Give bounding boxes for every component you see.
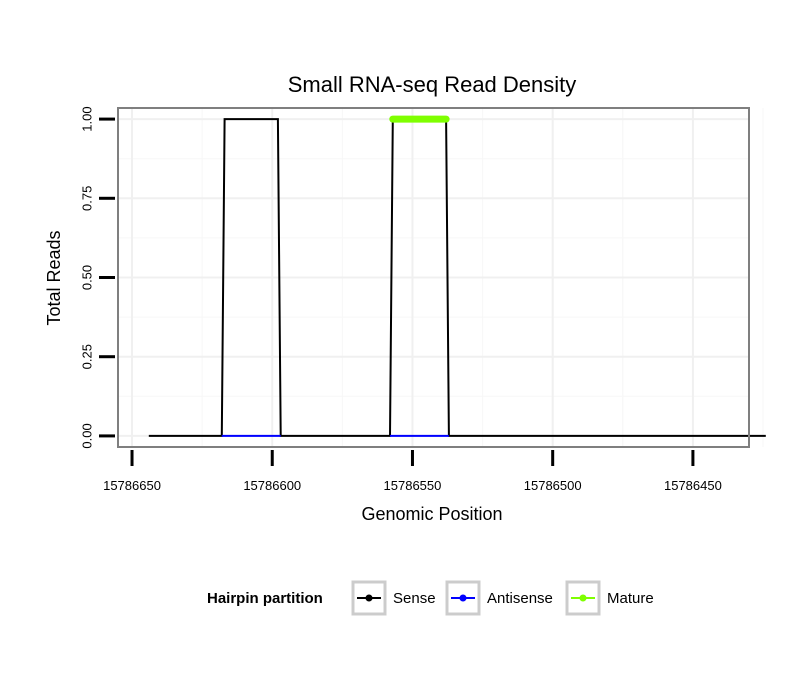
- x-tick-label: 15786450: [664, 478, 722, 493]
- legend-item-sense: Sense: [351, 580, 436, 616]
- x-axis-title: Genomic Position: [361, 504, 502, 524]
- legend-key-point: [459, 594, 467, 602]
- y-tick-label: 0.00: [79, 423, 94, 448]
- legend-item-mature: Mature: [565, 580, 654, 616]
- legend: Hairpin partition Sense Antisense Mature: [207, 580, 654, 616]
- legend-key-point: [365, 594, 373, 602]
- x-tick-label: 15786600: [243, 478, 301, 493]
- plot-panel: [117, 107, 766, 448]
- series-layer: [148, 115, 766, 437]
- x-tick-label: 15786650: [103, 478, 161, 493]
- plot-border: [117, 107, 750, 448]
- chart-title: Small RNA-seq Read Density: [288, 72, 577, 97]
- x-tick-label: 15786550: [384, 478, 442, 493]
- y-tick-label: 0.25: [79, 344, 94, 369]
- y-axis: 0.00 0.25 0.50 0.75 1.00: [79, 106, 115, 449]
- legend-label: Antisense: [487, 590, 553, 607]
- legend-label: Mature: [607, 590, 654, 607]
- grid-layer: [118, 108, 764, 447]
- legend-title: Hairpin partition: [207, 590, 323, 607]
- y-tick-label: 0.75: [79, 186, 94, 211]
- x-axis: 15786650 15786600 15786550 15786500 15786450: [103, 450, 722, 493]
- legend-items: Sense Antisense Mature: [351, 580, 654, 616]
- legend-key-point: [579, 594, 587, 602]
- x-tick-label: 15786500: [524, 478, 582, 493]
- series-sense-line: [148, 118, 766, 437]
- y-tick-label: 0.50: [79, 265, 94, 290]
- legend-item-antisense: Antisense: [445, 580, 553, 616]
- y-tick-label: 1.00: [79, 106, 94, 131]
- legend-label: Sense: [393, 590, 436, 607]
- y-axis-title: Total Reads: [44, 230, 64, 325]
